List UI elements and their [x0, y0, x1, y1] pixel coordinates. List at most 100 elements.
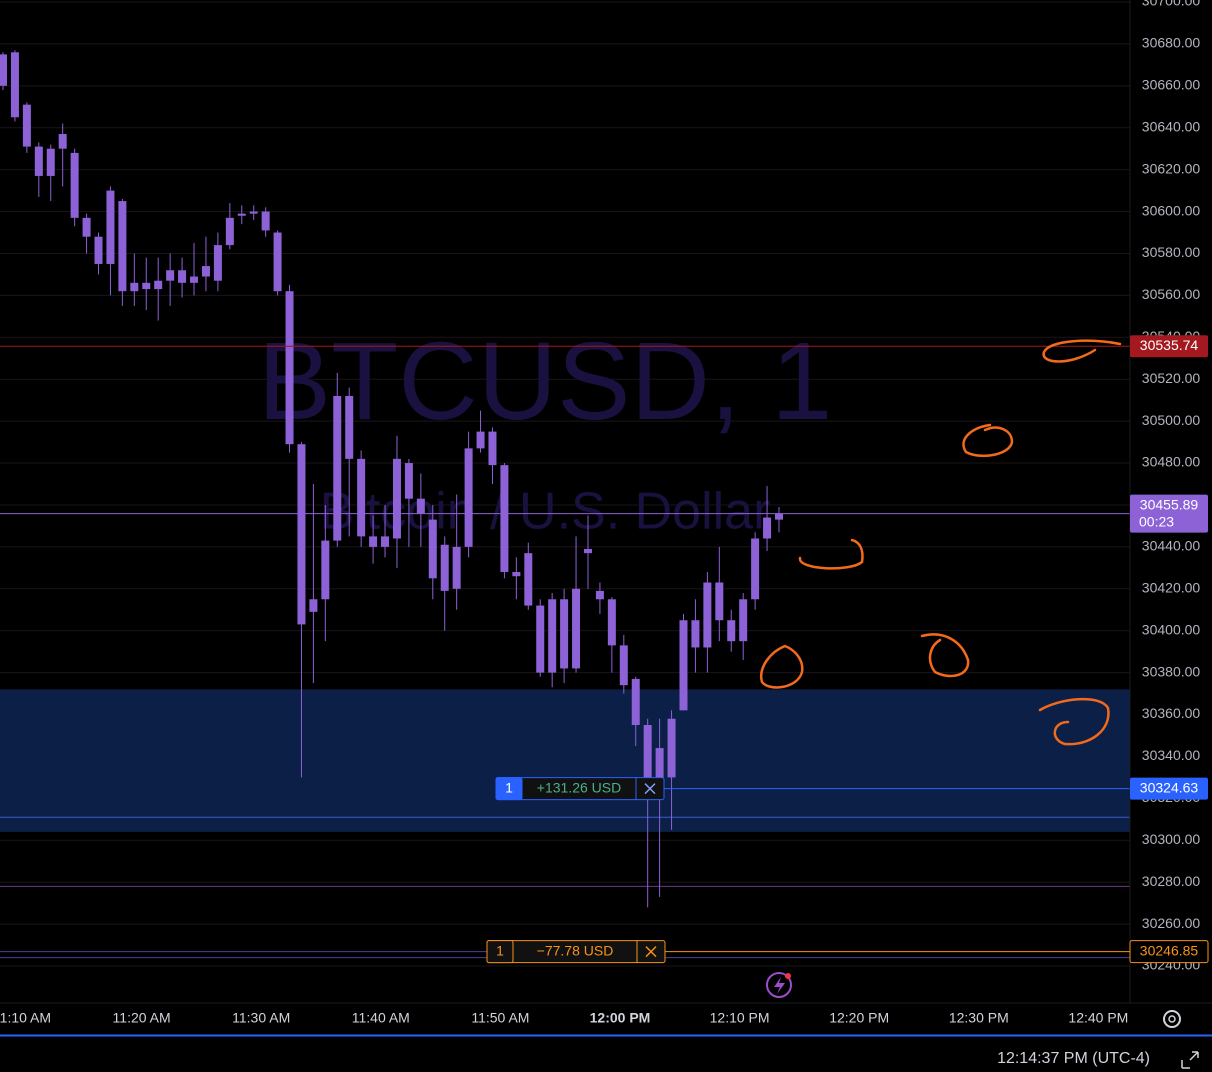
order-qty-box[interactable] [486, 940, 514, 964]
y-tick-label: 30480.00 [1142, 454, 1201, 470]
candle-body [130, 282, 139, 292]
candle-body [452, 546, 461, 589]
order-badge[interactable]: 1 −77.78 USD [486, 940, 666, 964]
candle-body [595, 590, 604, 600]
candle-body [106, 190, 115, 264]
candle-body [22, 104, 31, 147]
y-tick-label: 30420.00 [1142, 579, 1201, 595]
price-tag [1129, 940, 1209, 964]
candle-body [237, 213, 246, 216]
y-tick-label: 30340.00 [1142, 747, 1201, 763]
price-tag [1130, 335, 1208, 358]
drawing [798, 538, 864, 570]
candle-body [739, 599, 748, 642]
y-tick-label: 30680.00 [1142, 35, 1201, 51]
candle-body [655, 748, 664, 782]
candle-body [34, 146, 43, 176]
price-tag [1130, 777, 1208, 800]
candle-body [428, 519, 437, 579]
candle-body [775, 513, 783, 520]
order-close[interactable] [644, 783, 656, 795]
candle-body [536, 605, 545, 673]
candle-body [166, 270, 175, 281]
x-tick-label: 11:20 AM [113, 1010, 171, 1026]
candle-body [309, 599, 318, 612]
candle-body [703, 582, 712, 648]
y-tick-label: 30440.00 [1142, 538, 1201, 554]
y-tick-label: 30660.00 [1142, 77, 1201, 93]
x-tick-label: 12:00 PM [590, 1010, 651, 1026]
candle-body [333, 395, 342, 541]
watermark-symbol: BTCUSD, 1 [258, 320, 833, 443]
fullscreen-icon[interactable] [1181, 1051, 1199, 1069]
order-qty[interactable]: 1 [505, 779, 513, 795]
zone [0, 689, 1130, 832]
x-tick-label: 11:10 AM [0, 1010, 51, 1026]
status-bar [0, 1035, 1212, 1072]
time-axis: 11:10 AM 11:20 AM 11:30 AM 11:40 AM 11:50 AM… [0, 1010, 1128, 1026]
drawing [920, 633, 970, 678]
order-close[interactable] [645, 946, 657, 958]
drawing [962, 423, 1014, 458]
gear[interactable] [1163, 1010, 1181, 1028]
x-tick-label: 12:40 PM [1068, 1010, 1128, 1026]
price-tag [1130, 494, 1208, 533]
icon-dot [785, 973, 791, 979]
candle-body [464, 448, 473, 547]
y-tick-label: 30360.00 [1142, 705, 1201, 721]
settings-icon[interactable] [1163, 1010, 1181, 1028]
y-tick-label: 30300.00 [1142, 831, 1201, 847]
order-pnl[interactable]: +131.26 USD [537, 779, 621, 795]
candle-body [190, 276, 199, 283]
candle-body [607, 599, 616, 646]
x-tick-label: 12:20 PM [829, 1010, 889, 1026]
candle-body [58, 134, 67, 149]
candle-body [94, 236, 103, 264]
y-tick-label: 30600.00 [1142, 202, 1201, 218]
candle-body [357, 458, 366, 537]
candle-body [476, 431, 485, 449]
drawing [1038, 697, 1110, 746]
candle-body [500, 465, 509, 573]
x-tick-label: 12:30 PM [949, 1010, 1009, 1026]
price-tag-value: 30455.89 [1140, 496, 1199, 512]
candle-body [225, 217, 234, 246]
candle-body [201, 266, 210, 277]
candle-body [416, 498, 425, 514]
gear-center[interactable] [1168, 1015, 1176, 1023]
order-qty-box[interactable] [495, 777, 523, 801]
drawing [1042, 339, 1122, 363]
order-badge[interactable]: 1 +131.26 USD [495, 777, 665, 801]
candle-body [178, 270, 187, 283]
candle-body [691, 620, 700, 648]
candle-body [392, 458, 401, 539]
y-tick-label: 30260.00 [1142, 915, 1201, 931]
y-tick-label: 30700.00 [1142, 0, 1201, 9]
candle-body [560, 599, 569, 669]
drawings [759, 339, 1122, 746]
candle-body [0, 54, 7, 86]
candle-body [631, 678, 640, 726]
candle-body [154, 280, 163, 290]
candle-body [548, 599, 557, 673]
y-tick-label: 30280.00 [1142, 873, 1201, 889]
candle-body [249, 211, 258, 214]
candle-body [213, 245, 222, 281]
candle-body [751, 538, 760, 600]
price-tag-value: 30535.74 [1140, 337, 1199, 353]
x-tick-label: 11:30 AM [232, 1010, 290, 1026]
price-axis: 30240.0030260.0030280.0030300.0030320.00… [1142, 0, 1201, 973]
y-tick-label: 30580.00 [1142, 244, 1201, 260]
y-tick-label: 30620.00 [1142, 160, 1201, 176]
candle-body [321, 540, 330, 600]
candle-body [381, 536, 390, 547]
order-qty[interactable]: 1 [496, 942, 504, 958]
y-tick-label: 30500.00 [1142, 412, 1201, 428]
y-tick-label: 30560.00 [1142, 286, 1201, 302]
order-pnl[interactable]: −77.78 USD [537, 942, 614, 958]
candle-body [345, 395, 354, 459]
x-tick-label: 11:50 AM [471, 1010, 529, 1026]
